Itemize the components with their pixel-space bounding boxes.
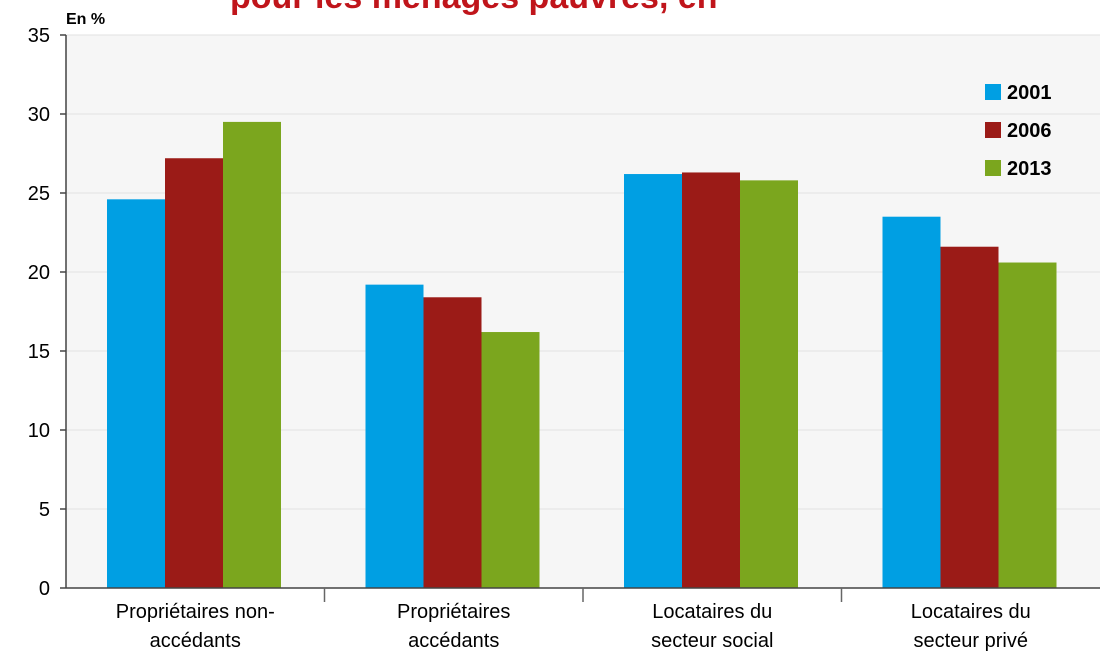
bar-2006 [682,172,740,588]
y-tick-labels: 0 5 10 15 20 25 30 35 [28,25,50,600]
legend-label-2001: 2001 [1007,82,1052,104]
category-label: Propriétaires non- [116,601,275,623]
category-label: Locataires du [911,601,1031,623]
y-unit-label: En % [66,11,105,28]
bar-2006 [423,297,482,588]
y-tick-label: 5 [39,499,50,521]
bar-2006 [165,158,223,589]
y-tick-label: 20 [28,262,50,284]
y-tick-label: 10 [28,420,50,442]
category-label: accédants [150,630,241,652]
y-tick-label: 0 [39,578,50,600]
category-label: Propriétaires [397,601,510,623]
bar-2001 [624,174,682,589]
legend: 2001 2006 2013 [985,82,1052,180]
legend-swatch-2001 [985,84,1001,100]
y-tick-label: 35 [28,25,50,47]
bars [107,121,1057,589]
category-label: secteur privé [914,630,1029,652]
category-label: accédants [408,630,499,652]
axes [60,34,1100,602]
legend-swatch-2013 [985,160,1001,176]
chart-title: pour les ménages pauvres, en [230,0,718,16]
bar-2013 [740,180,798,589]
bar-2006 [940,246,999,588]
category-labels: Propriétaires non-accédants Propriétaires… [116,601,1031,652]
category-label: Locataires du [652,601,772,623]
y-tick-label: 15 [28,341,50,363]
bar-2001 [365,284,424,588]
legend-swatch-2006 [985,122,1001,138]
bar-2013 [998,262,1057,588]
y-tick-label: 30 [28,104,50,126]
chart-title-layer: pour les ménages pauvres, en [230,0,718,16]
bar-2001 [107,199,165,588]
bar-2013 [223,121,281,589]
y-tick-label: 25 [28,183,50,205]
bar-2013 [481,332,540,588]
legend-label-2013: 2013 [1007,158,1052,180]
legend-label-2006: 2006 [1007,120,1052,142]
bar-2001 [882,216,941,588]
category-label: secteur social [651,630,773,652]
